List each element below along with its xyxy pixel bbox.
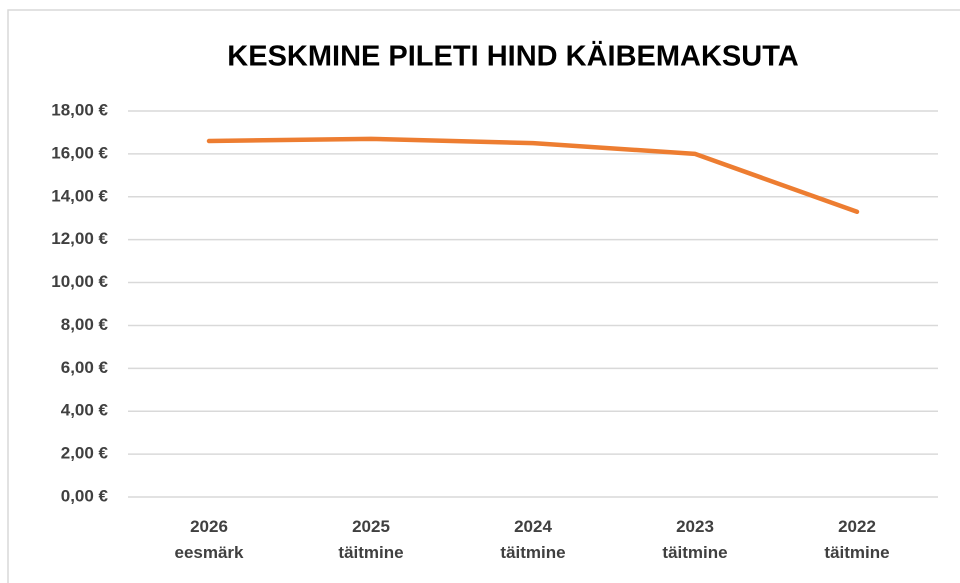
chart-frame: [7, 9, 960, 583]
x-tick-label: 2025 täitmine: [338, 517, 404, 562]
x-tick-label: 2024 täitmine: [500, 517, 566, 562]
x-tick-label: 2023 täitmine: [662, 517, 728, 562]
y-tick-label: 10,00 €: [51, 272, 108, 291]
chart-title: KESKMINE PILETI HIND KÄIBEMAKSUTA: [227, 40, 798, 73]
line-series: [206, 136, 860, 215]
y-tick-label: 2,00 €: [61, 444, 109, 463]
y-tick-label: 18,00 €: [51, 100, 108, 119]
y-tick-label: 16,00 €: [51, 143, 108, 162]
x-tick-label: 2022 täitmine: [824, 517, 890, 562]
y-tick-label: 8,00 €: [61, 315, 109, 334]
y-tick-label: 0,00 €: [61, 486, 109, 505]
y-tick-label: 14,00 €: [51, 186, 108, 205]
y-tick-label: 4,00 €: [61, 401, 109, 420]
y-tick-label: 6,00 €: [61, 358, 109, 377]
x-tick-label: 2026 eesmärk: [174, 517, 244, 562]
y-tick-label: 12,00 €: [51, 229, 108, 248]
